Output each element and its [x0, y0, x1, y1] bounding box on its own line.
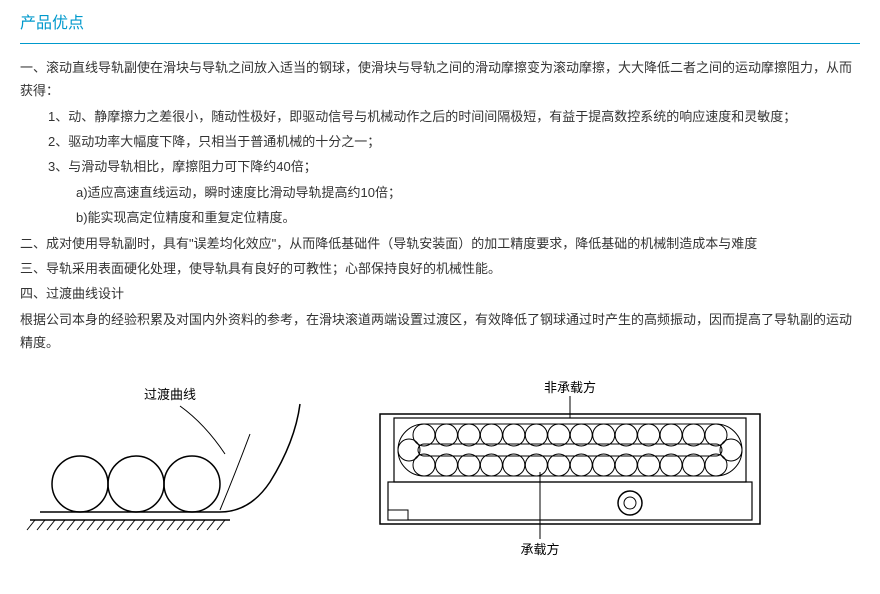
text-line: a)适应高速直线运动，瞬时速度比滑动导轨提高约10倍；: [20, 181, 860, 204]
section-title: 产品优点: [20, 10, 860, 44]
text-line: b)能实现高定位精度和重复定位精度。: [20, 206, 860, 229]
text-line: 二、成对使用导轨副时，具有"误差均化效应"，从而降低基础件（导轨安装面）的加工精…: [20, 232, 860, 255]
figures-row: 过渡曲线 非承载方承载方: [20, 374, 860, 584]
text-line: 1、动、静摩擦力之差很小，随动性极好，即驱动信号与机械动作之后的时间间隔极短，有…: [20, 105, 860, 128]
figure-bearing-cross-section: 非承载方承载方: [360, 374, 780, 584]
svg-text:非承载方: 非承载方: [544, 380, 596, 395]
text-line: 3、与滑动导轨相比，摩擦阻力可下降约40倍；: [20, 155, 860, 178]
svg-text:过渡曲线: 过渡曲线: [144, 387, 196, 402]
figure-transition-curve: 过渡曲线: [20, 374, 320, 584]
content-body: 一、滚动直线导轨副使在滑块与导轨之间放入适当的钢球，使滑块与导轨之间的滑动摩擦变…: [20, 56, 860, 355]
text-line: 三、导轨采用表面硬化处理，使导轨具有良好的可教性；心部保持良好的机械性能。: [20, 257, 860, 280]
text-line: 根据公司本身的经验积累及对国内外资料的参考，在滑块滚道两端设置过渡区，有效降低了…: [20, 308, 860, 355]
text-line: 2、驱动功率大幅度下降，只相当于普通机械的十分之一；: [20, 130, 860, 153]
text-line: 一、滚动直线导轨副使在滑块与导轨之间放入适当的钢球，使滑块与导轨之间的滑动摩擦变…: [20, 56, 860, 103]
svg-text:承载方: 承载方: [520, 542, 559, 557]
text-line: 四、过渡曲线设计: [20, 282, 860, 305]
